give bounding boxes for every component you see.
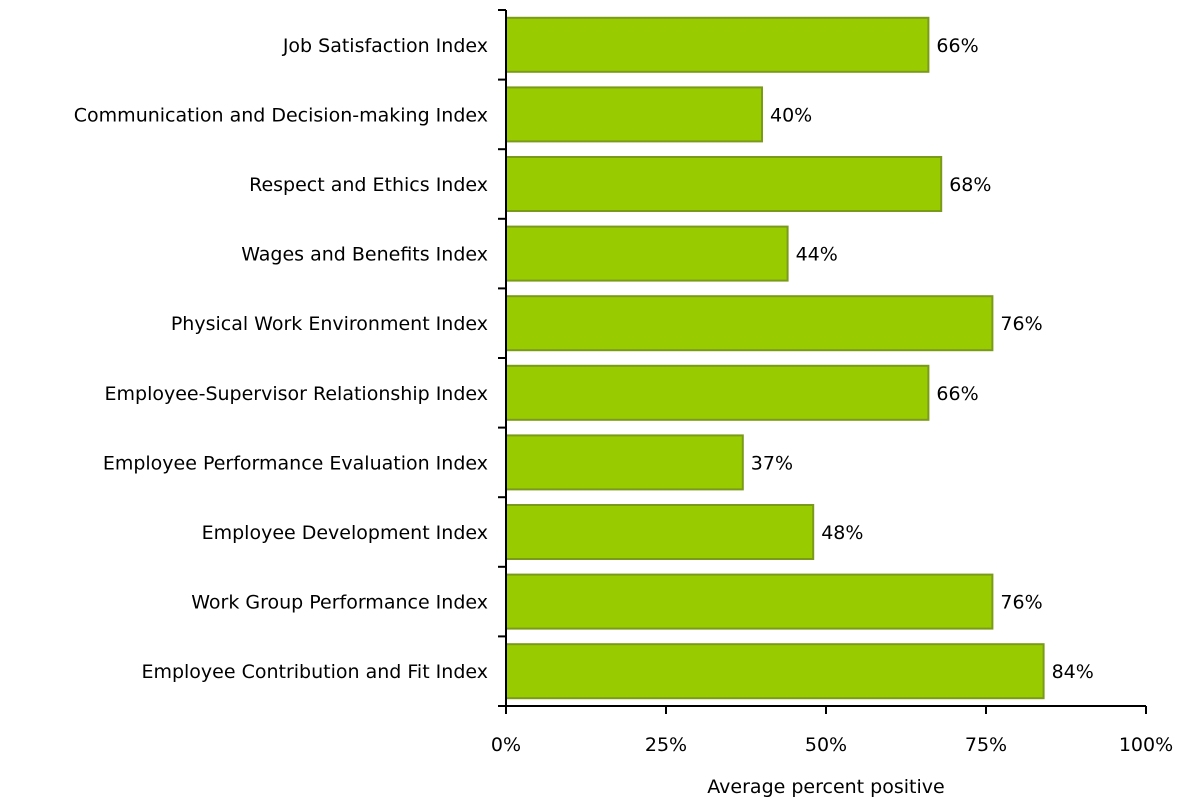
x-tick-label: 0% (491, 734, 521, 756)
x-tick-label: 100% (1119, 734, 1173, 756)
category-label: Employee Performance Evaluation Index (103, 452, 488, 474)
x-axis-title: Average percent positive (707, 776, 944, 798)
data-label: 76% (1000, 313, 1042, 335)
data-label: 76% (1000, 592, 1042, 614)
data-label: 84% (1052, 661, 1094, 683)
axes-layer (498, 9, 1147, 714)
category-label: Respect and Ethics Index (249, 174, 488, 196)
data-label: 40% (770, 104, 812, 126)
data-label: 48% (821, 522, 863, 544)
category-label: Job Satisfaction Index (282, 35, 488, 57)
x-tick-label: 50% (805, 734, 847, 756)
bar (505, 156, 943, 212)
data-label: 66% (936, 35, 978, 57)
bar (505, 295, 994, 352)
bar (505, 643, 1045, 700)
bar (505, 364, 930, 421)
data-label: 66% (936, 383, 978, 405)
category-label: Work Group Performance Index (191, 592, 488, 614)
bar (505, 434, 744, 491)
category-label: Wages and Benefits Index (241, 244, 488, 266)
labels-layer: Job Satisfaction Index 66% Communication a… (74, 35, 1173, 756)
bar (505, 86, 763, 143)
category-label: Communication and Decision-making Index (74, 104, 488, 126)
data-label: 44% (796, 244, 838, 266)
category-label: Employee Development Index (202, 522, 488, 544)
x-tick-label: 75% (965, 734, 1007, 756)
data-label: 37% (751, 452, 793, 474)
data-label: 68% (949, 174, 991, 196)
bars-layer (505, 16, 1045, 700)
category-label: Employee-Supervisor Relationship Index (105, 383, 489, 405)
category-label: Physical Work Environment Index (171, 313, 488, 335)
category-label: Employee Contribution and Fit Index (141, 661, 488, 683)
x-tick-label: 25% (645, 734, 687, 756)
bar (505, 573, 994, 630)
bar (505, 225, 789, 282)
bar (505, 504, 815, 560)
bar (505, 16, 930, 73)
